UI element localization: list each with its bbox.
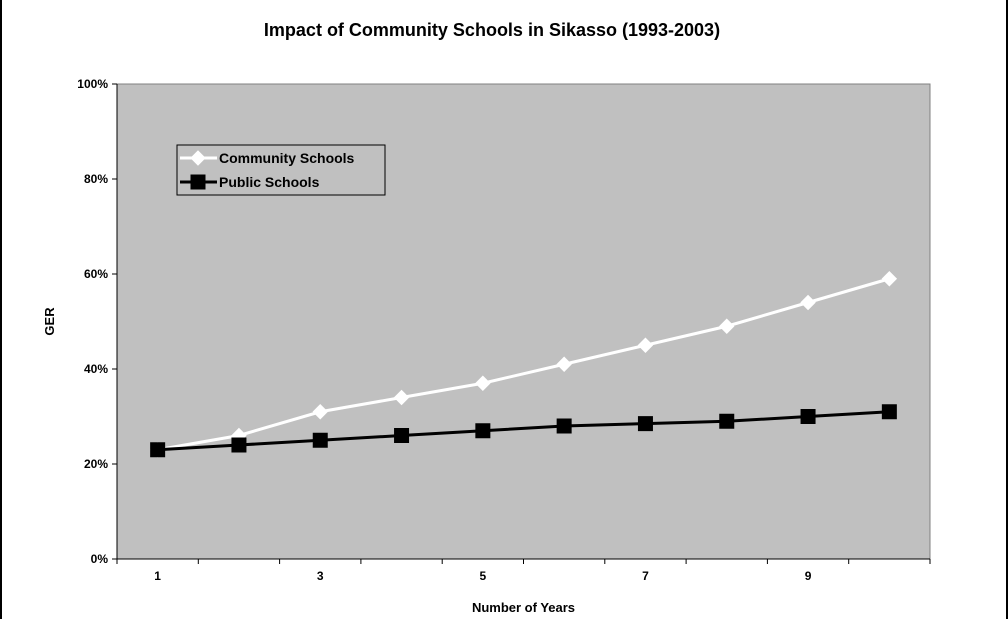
- x-tick-label: 1: [154, 569, 161, 583]
- series-line: [157, 277, 890, 452]
- x-tick-label: 5: [480, 569, 487, 583]
- data-point: [393, 389, 410, 406]
- data-point: [556, 356, 572, 372]
- legend-marker: [190, 174, 206, 190]
- data-point: [719, 318, 735, 334]
- data-point: [556, 418, 572, 434]
- y-tick-label: 0%: [91, 552, 109, 566]
- data-point: [719, 413, 735, 429]
- data-point: [475, 423, 491, 439]
- data-point: [637, 416, 653, 432]
- x-tick-label: 7: [642, 569, 649, 583]
- legend-label: Public Schools: [219, 174, 320, 190]
- y-axis-ticks: 0% 20% 40% 60% 80% 100%: [77, 77, 117, 566]
- data-point: [637, 337, 654, 353]
- data-point: [150, 442, 166, 458]
- data-point: [231, 437, 247, 453]
- data-point: [312, 404, 328, 420]
- series-line: [157, 410, 890, 452]
- x-axis-label: Number of Years: [472, 600, 575, 615]
- data-point: [800, 409, 816, 424]
- y-tick-label: 40%: [84, 362, 108, 376]
- y-tick-label: 100%: [77, 77, 108, 91]
- chart-title: Impact of Community Schools in Sikasso (…: [264, 20, 720, 40]
- y-tick-label: 60%: [84, 267, 108, 281]
- x-tick-label: 9: [805, 569, 812, 583]
- data-point: [394, 428, 410, 443]
- legend-item: Public Schools: [180, 174, 320, 190]
- y-axis-label: GER: [42, 307, 57, 336]
- data-point: [475, 375, 491, 391]
- series-layer: [149, 271, 898, 458]
- legend-item: Community Schools: [180, 150, 355, 166]
- y-tick-label: 80%: [84, 172, 108, 186]
- data-point: [800, 294, 816, 311]
- legend: Community Schools Public Schools: [176, 144, 386, 196]
- x-tick-label: 3: [317, 569, 324, 583]
- y-tick-label: 20%: [84, 457, 108, 471]
- data-point: [881, 271, 898, 287]
- data-point: [312, 432, 328, 448]
- x-axis-ticks: 1 3 5 7 9: [116, 559, 931, 583]
- data-point: [881, 404, 897, 420]
- legend-marker: [190, 150, 206, 166]
- legend-box: [176, 144, 386, 196]
- series-public-schools: [150, 404, 897, 458]
- legend-label: Community Schools: [219, 150, 355, 166]
